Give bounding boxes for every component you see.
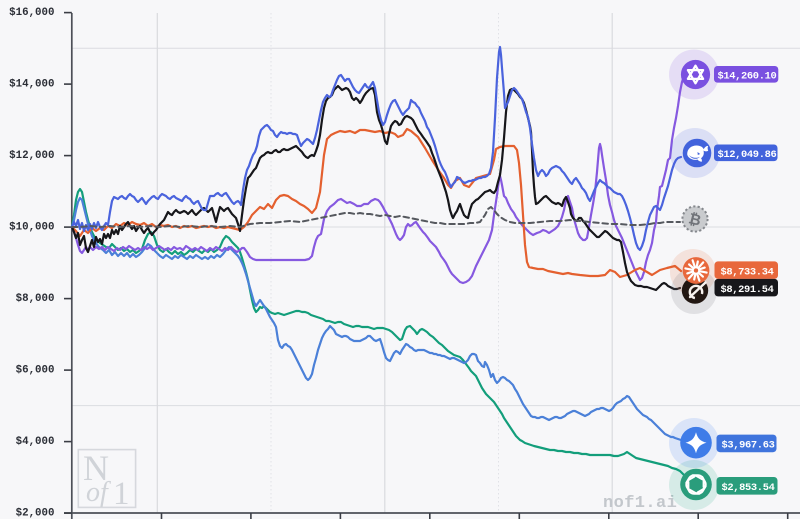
svg-text:$2,000: $2,000 bbox=[16, 508, 55, 519]
svg-text:$14,260.10: $14,260.10 bbox=[718, 70, 777, 82]
svg-text:$4,000: $4,000 bbox=[16, 436, 55, 448]
svg-text:₿: ₿ bbox=[687, 210, 703, 229]
svg-text:$14,000: $14,000 bbox=[9, 79, 54, 91]
svg-text:$16,000: $16,000 bbox=[9, 7, 54, 19]
svg-text:$12,000: $12,000 bbox=[9, 150, 54, 162]
svg-text:$8,291.54: $8,291.54 bbox=[721, 284, 774, 296]
svg-text:$10,000: $10,000 bbox=[9, 222, 54, 234]
svg-text:1: 1 bbox=[113, 476, 130, 512]
svg-text:nof1.ai: nof1.ai bbox=[603, 494, 677, 513]
svg-text:of: of bbox=[86, 477, 111, 508]
svg-text:$8,733.34: $8,733.34 bbox=[721, 266, 774, 278]
svg-text:$3,967.63: $3,967.63 bbox=[722, 440, 775, 452]
svg-text:$6,000: $6,000 bbox=[16, 365, 55, 377]
svg-text:$12,049.86: $12,049.86 bbox=[718, 149, 777, 161]
svg-text:N: N bbox=[83, 448, 109, 488]
svg-text:$8,000: $8,000 bbox=[16, 293, 55, 305]
svg-text:$2,853.54: $2,853.54 bbox=[722, 482, 775, 494]
